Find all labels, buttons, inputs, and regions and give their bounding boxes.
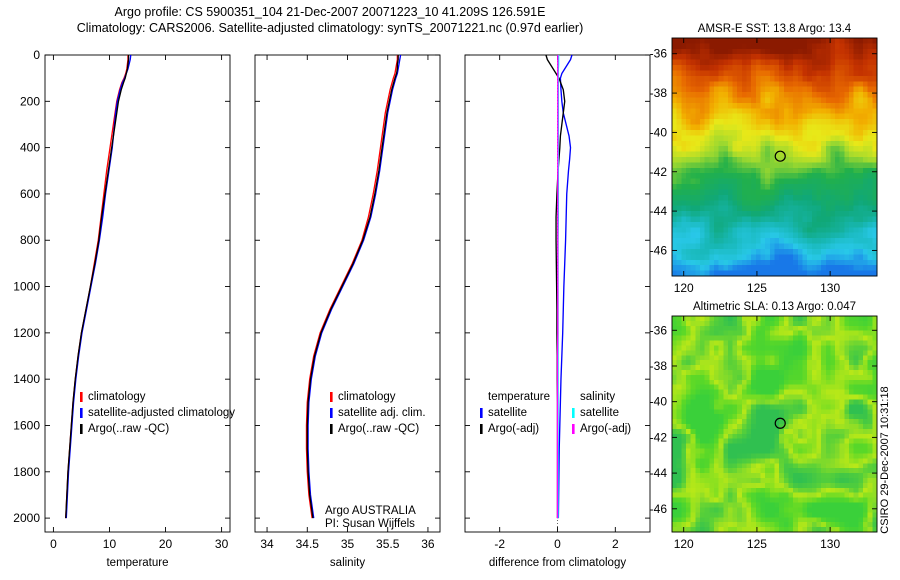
map-x-tick-label: 125 [747,281,767,295]
heatmap-cells [672,38,878,277]
float-position-marker[interactable] [774,150,786,162]
x-axis-label: temperature [106,557,168,569]
series-line-climatology [305,55,399,519]
map-title: AMSR-E SST: 13.8 Argo: 13.4 [698,23,852,35]
map-y-tick-label: -36 [650,323,668,337]
y-tick-label: 200 [20,94,40,108]
figure-title-line2: Climatology: CARS2006. Satellite-adjuste… [77,21,584,35]
heatmap-cells [672,316,878,533]
legend-label: satellite adj. clim. [338,407,426,419]
map-y-tick-label: -40 [650,395,668,409]
amsre-sst-map-panel[interactable]: 120 125 130 -36 -38 -40 -42 -44 -46 AMSR-E SST: 1… [650,23,878,295]
map-title: Altimetric SLA: 0.13 Argo: 0.047 [693,301,856,313]
legend-label: climatology [338,391,396,403]
csiro-timestamp: CSIRO 29-Dec-2007 10:31:18 [879,386,891,533]
legend-swatch [80,424,83,434]
legend-label: satellite [488,407,527,419]
salinity-profile-panel[interactable]: 34 34.5 35 35.5 36 salinity climatology satelli… [254,54,441,569]
legend-swatch [480,424,483,434]
map-y-tick-label: -46 [650,502,668,516]
x-tick-label: 30 [215,537,229,551]
attribution-org: Argo AUSTRALIA [325,505,416,517]
map-y-tick-label: -42 [650,430,668,444]
figure-title-line1: Argo profile: CS 5900351_104 21-Dec-2007… [115,5,546,19]
x-tick-label: 35 [341,537,355,551]
legend-group-header: salinity [580,391,615,403]
float-position-marker[interactable] [774,417,786,429]
legend-label: Argo(..raw -QC) [88,423,169,435]
legend-swatch [480,408,483,418]
map-x-tick-label: 130 [820,537,840,551]
legend-swatch [80,408,83,418]
legend-label: climatology [88,391,146,403]
legend-swatch [572,424,575,434]
y-tick-label: 400 [20,141,40,155]
plot-frame [44,54,231,533]
x-axis-label: difference from climatology [489,557,626,569]
map-y-tick-label: -40 [650,125,668,139]
map-x-tick-label: 125 [747,537,767,551]
y-tick-label: 1800 [13,465,40,479]
y-tick-label: 1600 [13,418,40,432]
attribution-pi: PI: Susan Wijffels [325,518,415,530]
series-line-temperature-satellite [557,54,573,519]
y-tick-label: 1000 [13,280,40,294]
legend-swatch [80,392,83,402]
map-y-tick-label: -38 [650,359,668,373]
x-tick-label: 35.5 [376,537,400,551]
y-tick-label: 1200 [13,326,40,340]
x-tick-label: 0 [50,537,57,551]
plot-frame [254,54,441,533]
map-frame [671,37,878,277]
map-y-tick-label: -46 [650,243,668,257]
map-y-tick-label: -44 [650,466,668,480]
legend-label: Argo(-adj) [580,423,631,435]
x-tick-label: 2 [612,537,619,551]
map-y-tick-label: -42 [650,165,668,179]
legend-label: satellite [580,407,619,419]
y-tick-label: 2000 [13,511,40,525]
y-tick-label: 600 [20,187,40,201]
x-tick-label: 36 [421,537,435,551]
legend-swatch [330,392,333,402]
x-axis-label: salinity [330,557,365,569]
series-line-satellite-adj-clim- [307,54,402,519]
altimetric-sla-map-panel[interactable]: 120 125 130 -36 -38 -40 -42 -44 -46 Altimetric SL… [650,301,878,551]
series-line-argo-raw-qc- [306,55,399,519]
map-y-tick-label: -38 [650,86,668,100]
map-x-tick-label: 120 [674,281,694,295]
map-y-tick-label: -36 [650,47,668,61]
series-line-argo-raw-qc- [65,55,130,519]
x-tick-label: 10 [103,537,117,551]
difference-profile-panel[interactable]: -2 0 2 difference from climatology temperatu… [464,54,651,569]
legend-swatch [330,408,333,418]
y-tick-label: 0 [33,48,40,62]
map-x-tick-label: 130 [820,281,840,295]
map-x-tick-label: 120 [674,537,694,551]
x-tick-label: 20 [159,537,173,551]
temperature-profile-panel[interactable]: 0 10 20 30 0 200 400 600 800 1000 1200 1400 1600 1800… [13,48,235,569]
legend-label: Argo(..raw -QC) [338,423,419,435]
x-tick-label: 0 [554,537,561,551]
y-tick-label: 1400 [13,372,40,386]
legend-swatch [572,408,575,418]
x-tick-label: 34.5 [296,537,320,551]
legend-swatch [330,424,333,434]
map-y-tick-label: -44 [650,204,668,218]
x-tick-label: 34 [260,537,274,551]
x-tick-label: -2 [494,537,505,551]
legend-label: Argo(-adj) [488,423,539,435]
y-tick-label: 800 [20,233,40,247]
legend-label: satellite-adjusted climatology [88,407,235,419]
legend-group-header: temperature [488,391,550,403]
map-frame [671,315,878,533]
